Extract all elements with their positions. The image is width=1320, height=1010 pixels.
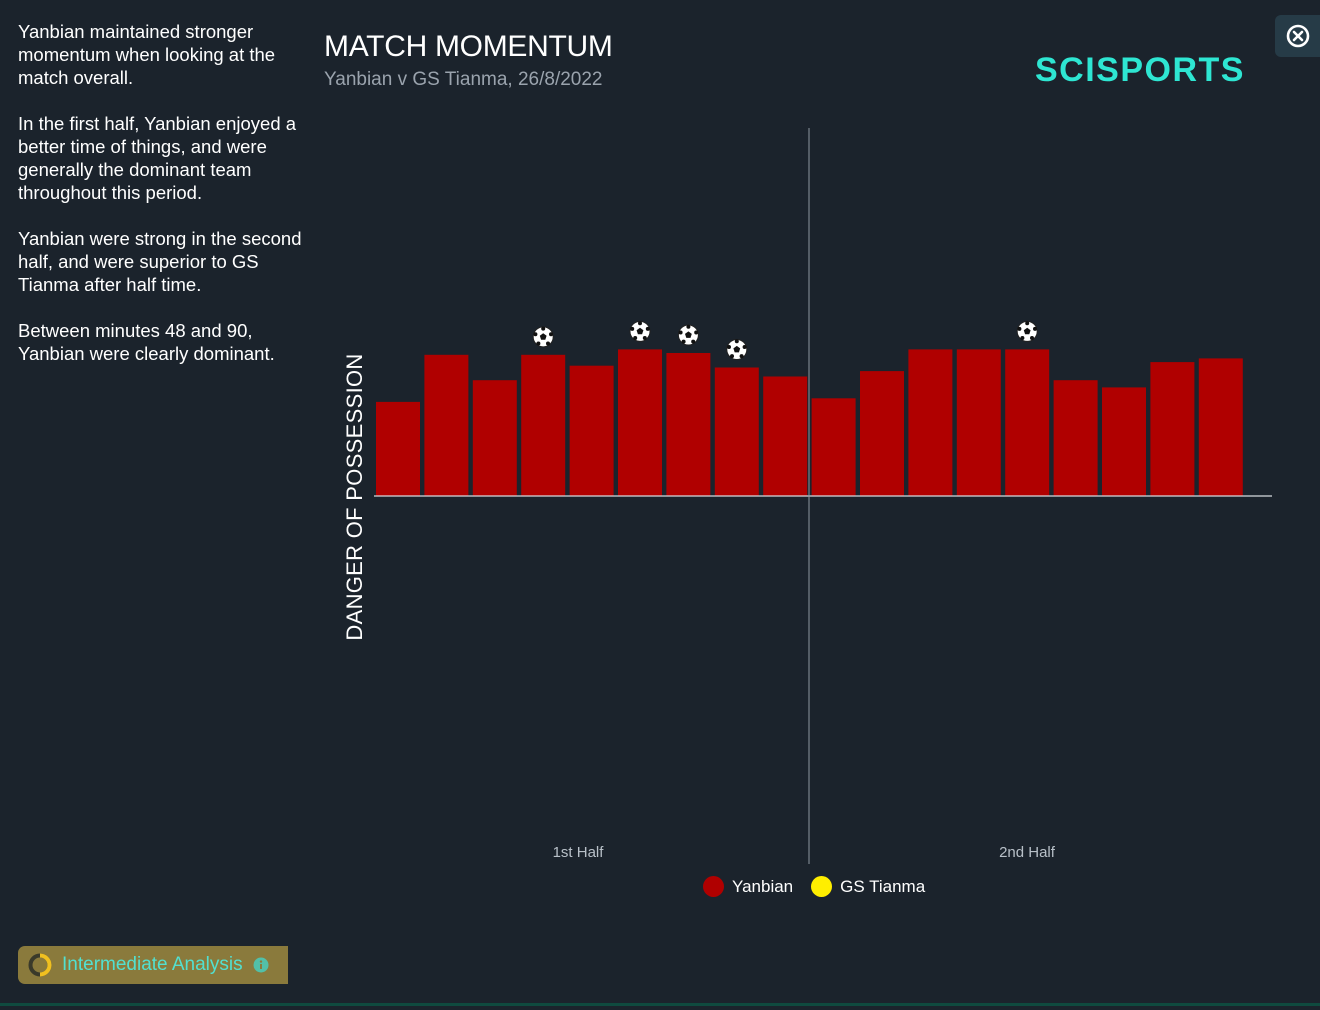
momentum-bar-yanbian xyxy=(811,398,856,496)
summary-paragraph: Yanbian were strong in the second half, … xyxy=(18,228,302,295)
momentum-bar-yanbian xyxy=(666,353,711,496)
summary-paragraph: In the first half, Yanbian enjoyed a bet… xyxy=(18,113,297,203)
momentum-bar-yanbian xyxy=(908,349,953,496)
bottom-border xyxy=(0,1003,1320,1006)
legend-item-yanbian: Yanbian xyxy=(703,876,793,897)
legend-label-gs-tianma: GS Tianma xyxy=(840,876,926,896)
momentum-bar-yanbian xyxy=(714,367,759,496)
goal-ball-icon xyxy=(677,324,699,346)
chart-legend: Yanbian GS Tianma xyxy=(703,876,943,897)
momentum-bar-yanbian xyxy=(472,380,517,496)
momentum-bar-yanbian xyxy=(763,376,808,496)
match-summary: Yanbian maintained stronger momentum whe… xyxy=(18,20,303,388)
legend-item-gs-tianma: GS Tianma xyxy=(811,876,925,897)
momentum-bar-yanbian xyxy=(521,354,566,496)
close-icon xyxy=(1286,24,1309,48)
momentum-bar-yanbian xyxy=(1005,349,1050,496)
match-subtitle: Yanbian v GS Tianma, 26/8/2022 xyxy=(324,69,603,90)
momentum-bar-yanbian xyxy=(1198,358,1243,496)
analysis-label: Intermediate Analysis xyxy=(62,954,243,975)
momentum-bar-yanbian xyxy=(1150,362,1195,496)
logo-text: SCISPORTS xyxy=(1035,51,1245,89)
close-button[interactable] xyxy=(1275,15,1320,57)
goal-ball-icon xyxy=(629,320,651,342)
half-label-first: 1st Half xyxy=(553,844,605,861)
goal-ball-icon xyxy=(726,338,748,360)
intermediate-analysis-button[interactable]: Intermediate Analysis xyxy=(18,946,288,984)
scisports-logo: SCISPORTS xyxy=(1035,51,1245,89)
momentum-bar-yanbian xyxy=(1053,380,1098,496)
info-icon[interactable] xyxy=(253,957,269,973)
progress-ring-icon xyxy=(28,953,52,977)
legend-swatch-gs-tianma xyxy=(811,876,833,897)
momentum-bar-yanbian xyxy=(618,349,662,496)
momentum-bar-yanbian xyxy=(1102,387,1146,496)
half-label-second: 2nd Half xyxy=(999,844,1056,861)
legend-label-yanbian: Yanbian xyxy=(732,876,794,896)
momentum-bar-yanbian xyxy=(956,349,1001,496)
summary-paragraph: Between minutes 48 and 90, Yanbian were … xyxy=(18,320,275,364)
summary-paragraph: Yanbian maintained stronger momentum whe… xyxy=(18,21,276,88)
momentum-bar-yanbian xyxy=(860,371,904,496)
momentum-bar-yanbian xyxy=(569,365,614,496)
momentum-bar-yanbian xyxy=(376,401,420,496)
page-title: MATCH MOMENTUM xyxy=(324,30,613,63)
goal-ball-icon xyxy=(1016,320,1038,342)
goal-ball-icon xyxy=(532,326,554,348)
legend-swatch-yanbian xyxy=(703,876,724,897)
momentum-bar-yanbian xyxy=(424,354,469,496)
